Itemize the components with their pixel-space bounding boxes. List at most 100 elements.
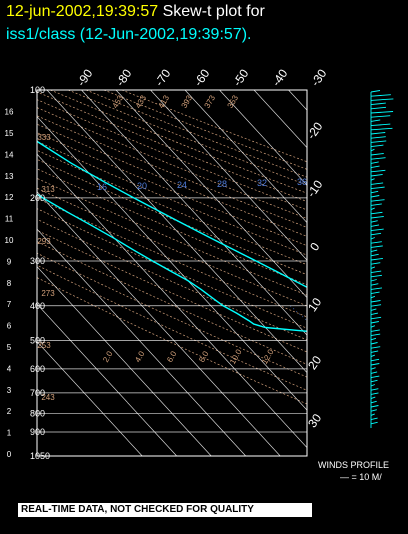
isotherm-label-right: 10 [305,295,324,314]
isotherm-label-top: -70 [152,66,174,89]
wind-barb [370,379,378,383]
wind-barb [370,169,386,173]
wind-barb [370,392,379,395]
sounding-line-2 [37,193,307,332]
wind-barb [370,417,378,421]
dry-adiabat-label: 353 [226,93,241,110]
isotherm-line [37,303,177,456]
wind-barb [370,203,382,206]
dry-adiabat-line [37,107,307,219]
wind-barb [370,153,384,156]
pressure-tick-label: 100 [30,85,45,95]
dry-adiabat-label: 413 [157,93,172,110]
dry-adiabat-line [37,187,307,307]
plot-subtitle: iss1/class (12-Jun-2002,19:39:57). [6,26,252,43]
dry-adiabat-line [37,177,307,296]
title-label: Skew-t plot for [162,3,265,20]
dry-adiabat-label: 313 [41,185,55,194]
wind-barb [370,207,375,211]
wind-barb [370,304,382,307]
pressure-tick-label: 900 [30,427,45,437]
dry-adiabat-line [37,218,307,341]
height-tick-label: 4 [7,364,12,373]
wind-barb [370,266,376,269]
dry-adiabat-label: 273 [41,289,55,298]
winds-scale-label: — = 10 M/ [340,472,382,482]
height-tick-label: 0 [7,450,12,459]
moist-adiabat-label: 2.0 [101,349,115,364]
plot-frame [36,89,308,457]
isotherm-line [37,153,307,449]
wind-barb [370,132,386,135]
dry-adiabat-line [37,123,307,237]
dry-adiabat-line [68,90,307,186]
wind-barb [370,211,383,215]
isotherm-label-top: -50 [230,66,252,89]
wind-barb [370,329,380,332]
wind-barb [370,220,378,223]
dry-adiabat-line [37,252,307,378]
wind-barb [370,186,385,190]
isotherm-line [37,116,307,411]
mixing-ratio-label: 32 [257,178,267,188]
isotherm-label-right: 0 [307,240,322,254]
wind-barb [370,421,378,425]
isotherm-line [219,90,307,186]
dry-adiabat-label: 293 [37,237,51,246]
wind-barb [370,371,378,374]
isotherm-line [288,90,307,111]
wind-barb [370,178,375,181]
wind-barb [370,165,380,169]
wind-barb [370,270,382,274]
wind-barb [370,161,379,164]
wind-barb [370,190,379,194]
isotherm-line [46,90,307,374]
wind-barb [370,367,376,370]
wind-barb [370,94,391,97]
wind-barb [370,90,381,93]
isotherm-line [37,191,281,456]
wind-barb [370,127,393,131]
pressure-tick-label: 700 [30,388,45,398]
dry-adiabat-line [37,197,307,318]
dry-adiabat-line [37,208,307,329]
isotherm-line [81,90,307,336]
sounding-lines [37,140,307,332]
wind-barb [370,337,377,341]
dry-adiabat-line [37,277,307,405]
wind-barb [370,358,380,362]
dry-adiabat-line [37,132,307,247]
mixing-ratio-line [323,306,408,456]
pressure-tick-label: 600 [30,364,45,374]
dry-adiabat-line [121,90,307,163]
wind-barb [370,102,386,106]
wind-barb [370,312,379,316]
wind-barb [370,136,386,139]
wind-barb [370,325,376,328]
winds-profile [370,90,394,428]
isotherm-label-right: 20 [305,353,324,372]
isotherm-label-top: -80 [113,66,135,89]
wind-barb [370,253,379,257]
mixing-ratio-line [290,305,307,321]
wind-barb [370,295,376,299]
dry-adiabat-line [37,149,307,266]
height-tick-label: 8 [7,279,12,288]
dry-adiabat-label: 453 [111,93,126,110]
height-tick-label: 5 [7,343,12,352]
dry-adiabat-line [37,140,307,256]
wind-barb [370,354,376,358]
moist-adiabat-label: 8.0 [197,349,211,364]
dry-adiabat-line [37,99,307,211]
height-tick-label: 13 [5,172,14,181]
dry-adiabat-line [37,168,307,286]
wind-barb [370,241,382,244]
wind-barb [370,174,383,177]
mixing-ratio-line [403,306,408,456]
wind-barb [370,405,379,408]
wind-barb [370,375,380,379]
isotherm-lines [37,90,307,456]
wind-barb [370,291,380,295]
dry-adiabat-line [37,229,307,353]
